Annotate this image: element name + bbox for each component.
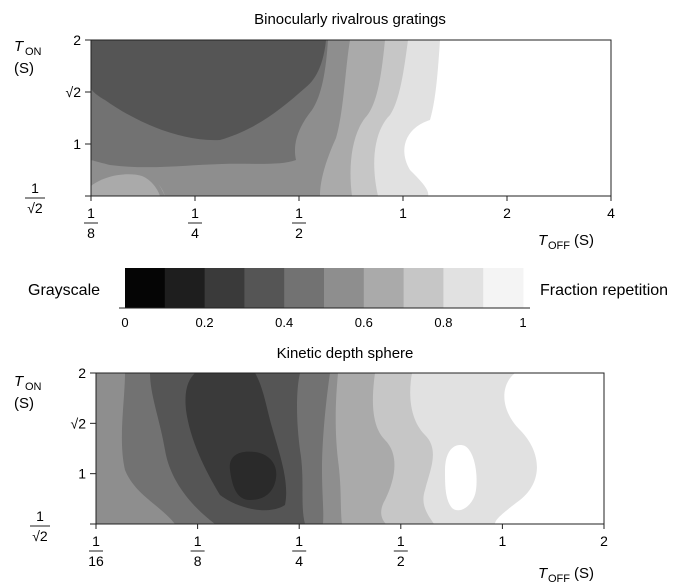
- colorbar-tick-label: 0.6: [355, 315, 373, 330]
- x-tick-label-num: 1: [194, 533, 202, 549]
- x-tick-label: 2: [600, 533, 608, 549]
- svg-text:OFF: OFF: [548, 573, 570, 584]
- x-tick-label-num: 1: [92, 533, 100, 549]
- contour-level-0.4: [91, 40, 326, 141]
- colorbar-swatch: [443, 268, 484, 308]
- colorbar-tick-label: 1: [519, 315, 526, 330]
- y-tick-label-num: 1: [36, 508, 44, 524]
- colorbar-tick-label: 0.2: [196, 315, 214, 330]
- svg-text:T: T: [538, 232, 549, 249]
- heatmap-top: [91, 40, 611, 196]
- colorbar-right-label: Fraction repetition: [540, 282, 668, 299]
- svg-text:(S): (S): [574, 565, 594, 582]
- colorbar-tick-labels: 0 0.2 0.4 0.6 0.8 1: [121, 315, 526, 330]
- svg-text:T: T: [538, 565, 549, 582]
- colorbar-swatch: [363, 268, 405, 308]
- y-tick-label-den: √2: [27, 200, 43, 216]
- x-tick-label-den: 2: [295, 225, 303, 241]
- colorbar-swatch: [164, 268, 206, 308]
- colorbar-left-label: Grayscale: [28, 282, 100, 299]
- y-axis-label-top: T ON (S): [14, 38, 42, 77]
- chart-kinetic-depth-sphere: Kinetic depth sphere T ON (S) T OFF (S) …: [14, 345, 608, 584]
- heatmap-bottom: [96, 373, 604, 524]
- colorbar-swatch: [125, 268, 166, 308]
- x-tick-label-num: 1: [191, 205, 199, 221]
- svg-text:(S): (S): [14, 395, 34, 412]
- y-axis-ticks-bottom: 1 √2 1 √2 2: [30, 365, 96, 544]
- x-tick-label-den: 16: [88, 553, 104, 569]
- x-axis-label-top: T OFF (S): [538, 232, 594, 252]
- colorbar-swatches: [125, 268, 524, 308]
- contour-level-1b: [445, 445, 477, 511]
- y-tick-label: 2: [78, 365, 86, 381]
- colorbar-tick-label: 0: [121, 315, 128, 330]
- y-tick-label: 1: [78, 466, 86, 482]
- colorbar-swatch: [284, 268, 325, 308]
- y-tick-label: √2: [66, 84, 82, 100]
- colorbar-swatch: [244, 268, 285, 308]
- x-tick-label-den: 8: [194, 553, 202, 569]
- svg-text:(S): (S): [574, 232, 594, 249]
- x-tick-label-den: 2: [397, 553, 405, 569]
- plot-frame-bottom: [95, 372, 605, 525]
- chart-binocular-gratings: Binocularly rivalrous gratings T ON (S) …: [14, 11, 615, 252]
- plot-frame-top: [90, 39, 612, 197]
- svg-text:OFF: OFF: [548, 240, 570, 252]
- x-tick-label-den: 4: [295, 553, 303, 569]
- colorbar-tick-label: 0.8: [434, 315, 452, 330]
- svg-text:ON: ON: [25, 46, 42, 58]
- y-tick-label: 1: [73, 136, 81, 152]
- y-axis-ticks-top: 1 √2 1 √2 2: [25, 32, 91, 216]
- colorbar: Grayscale Fraction repetition 0 0.2 0.4 0.6…: [28, 268, 668, 330]
- x-tick-label: 1: [499, 533, 507, 549]
- contour-level-0.2: [229, 451, 277, 500]
- svg-text:T: T: [14, 38, 25, 55]
- y-tick-label: 2: [73, 32, 81, 48]
- y-tick-label-den: √2: [32, 528, 48, 544]
- colorbar-tick-label: 0.4: [275, 315, 293, 330]
- y-tick-label-num: 1: [31, 180, 39, 196]
- x-tick-label-num: 1: [397, 533, 405, 549]
- svg-text:ON: ON: [25, 381, 42, 393]
- y-axis-label-bottom: T ON (S): [14, 373, 42, 412]
- colorbar-swatch: [403, 268, 444, 308]
- x-tick-label: 2: [503, 205, 511, 221]
- x-axis-ticks-bottom: 1 16 1 8 1 4 1 2 1 2: [88, 524, 608, 569]
- x-axis-ticks-top: 1 8 1 4 1 2 1 2 4: [84, 196, 615, 241]
- x-tick-label: 4: [607, 205, 615, 221]
- x-tick-label-num: 1: [295, 533, 303, 549]
- x-tick-label-num: 1: [87, 205, 95, 221]
- chart-title-top: Binocularly rivalrous gratings: [254, 11, 446, 28]
- chart-title-bottom: Kinetic depth sphere: [277, 345, 414, 362]
- contour-level-0.7b: [91, 174, 160, 196]
- svg-text:T: T: [14, 373, 25, 390]
- x-tick-label-num: 1: [295, 205, 303, 221]
- colorbar-swatch: [483, 268, 524, 308]
- x-tick-label: 1: [399, 205, 407, 221]
- svg-text:(S): (S): [14, 60, 34, 77]
- colorbar-swatch: [204, 268, 245, 308]
- y-tick-label: √2: [71, 415, 87, 431]
- colorbar-swatch: [324, 268, 365, 308]
- x-axis-label-bottom: T OFF (S): [538, 565, 594, 584]
- x-tick-label-den: 4: [191, 225, 199, 241]
- x-tick-label-den: 8: [87, 225, 95, 241]
